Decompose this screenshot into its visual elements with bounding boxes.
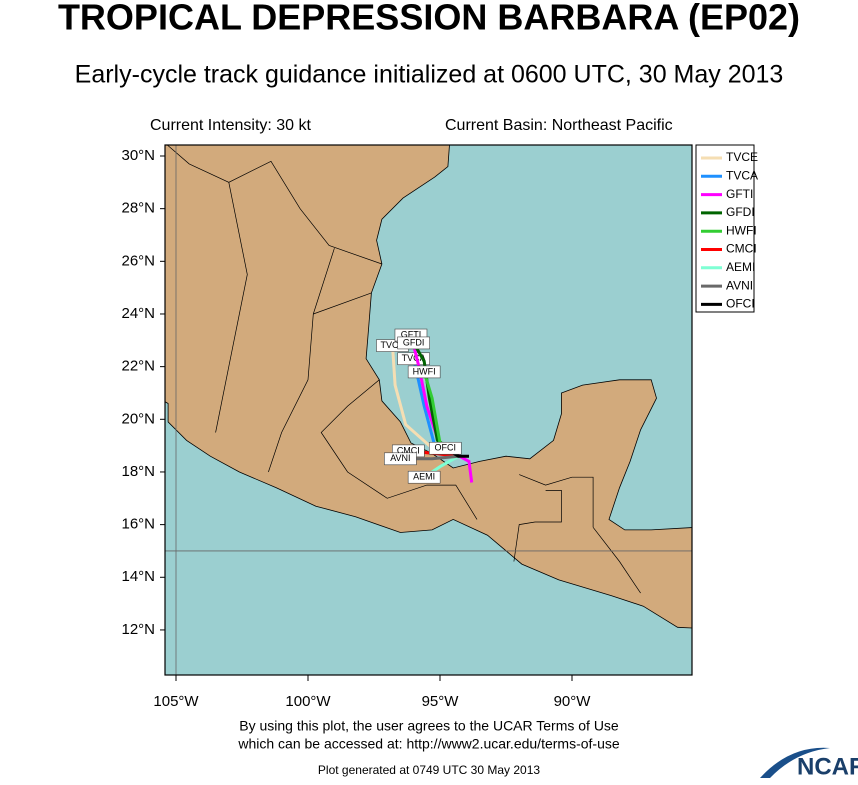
legend-label: OFCI <box>726 297 755 311</box>
border <box>313 292 372 315</box>
border <box>166 145 383 265</box>
subtitle: Early-cycle track guidance initialized a… <box>75 61 784 89</box>
generated: Plot generated at 0749 UTC 30 May 2013 <box>318 763 540 777</box>
lat-tick-label: 30°N <box>121 147 155 164</box>
lon-tick-label: 95°W <box>422 693 460 710</box>
model-tag-label: AVNI <box>390 453 410 463</box>
model-tag-box <box>407 365 441 379</box>
model-tag-label: GFTI <box>401 329 422 339</box>
land-mainland <box>165 145 692 629</box>
border <box>268 248 335 473</box>
ncar-logo: NCAR <box>760 747 858 780</box>
legend-label: GFDI <box>726 205 755 219</box>
border <box>320 379 478 520</box>
legend-label: TVCE <box>726 150 758 164</box>
lat-tick-label: 22°N <box>121 358 155 375</box>
axes: 30°N 28°N 26°N 24°N 22°N 20°N 18°N 16°N 14°N 12°N… <box>121 147 591 710</box>
basin: Current Basin: Northeast Pacific <box>445 117 673 134</box>
lat-tick-label: 16°N <box>121 516 155 533</box>
model-tag-box <box>384 452 417 466</box>
legend: TVCE TVCA GFTI GFDI HWFI CMCI AEMI AVNI OFCI <box>695 144 758 313</box>
lon-tick-label: 105°W <box>153 693 199 710</box>
model-tag: AVNI <box>384 452 417 466</box>
terms-line-2: which can be accessed at: http://www2.uc… <box>237 736 620 752</box>
legend-label: TVCA <box>726 168 758 182</box>
lat-tick-label: 12°N <box>121 621 155 638</box>
legend-label: CMCI <box>726 242 757 256</box>
model-tag: AEMI <box>407 470 441 484</box>
model-tag: GFDI <box>397 336 430 350</box>
model-tag-label: AEMI <box>413 472 435 482</box>
model-tag-box <box>407 470 441 484</box>
model-tag: HWFI <box>407 365 441 379</box>
lat-tick-label: 18°N <box>121 463 155 480</box>
model-tag-label: CMCI <box>397 445 420 455</box>
legend-label: AEMI <box>726 260 755 274</box>
legend-label: GFTI <box>726 187 753 201</box>
lon-tick-label: 100°W <box>285 693 331 710</box>
lat-tick-label: 26°N <box>121 252 155 269</box>
logo-text: NCAR <box>797 753 858 780</box>
intensity: Current Intensity: 30 kt <box>150 117 312 134</box>
model-tag-box <box>397 336 430 350</box>
lat-tick-label: 24°N <box>121 305 155 322</box>
model-tag: OFCI <box>428 441 462 455</box>
border <box>513 490 562 562</box>
model-tag-label: GFDI <box>403 337 425 347</box>
lat-tick-label: 20°N <box>121 410 155 427</box>
terms-line-1: By using this plot, the user agrees to t… <box>239 718 619 734</box>
title: TROPICAL DEPRESSION BARBARA (EP02) <box>58 0 800 38</box>
map-frame <box>164 144 693 676</box>
legend-box <box>695 144 755 313</box>
border <box>519 474 594 528</box>
border <box>215 182 248 433</box>
model-tag-label: TVCA <box>402 353 426 363</box>
border <box>592 527 641 594</box>
lon-tick-label: 90°W <box>554 693 592 710</box>
model-tag-box <box>428 441 462 455</box>
legend-label: AVNI <box>726 278 753 292</box>
lat-tick-label: 28°N <box>121 200 155 217</box>
model-tag-label: OFCI <box>435 443 457 453</box>
legend-label: HWFI <box>726 223 757 237</box>
lat-tick-label: 14°N <box>121 568 155 585</box>
model-tag-label: HWFI <box>413 366 436 376</box>
model-tag-label: TVCE <box>380 340 404 350</box>
logo-swoosh <box>760 747 830 778</box>
